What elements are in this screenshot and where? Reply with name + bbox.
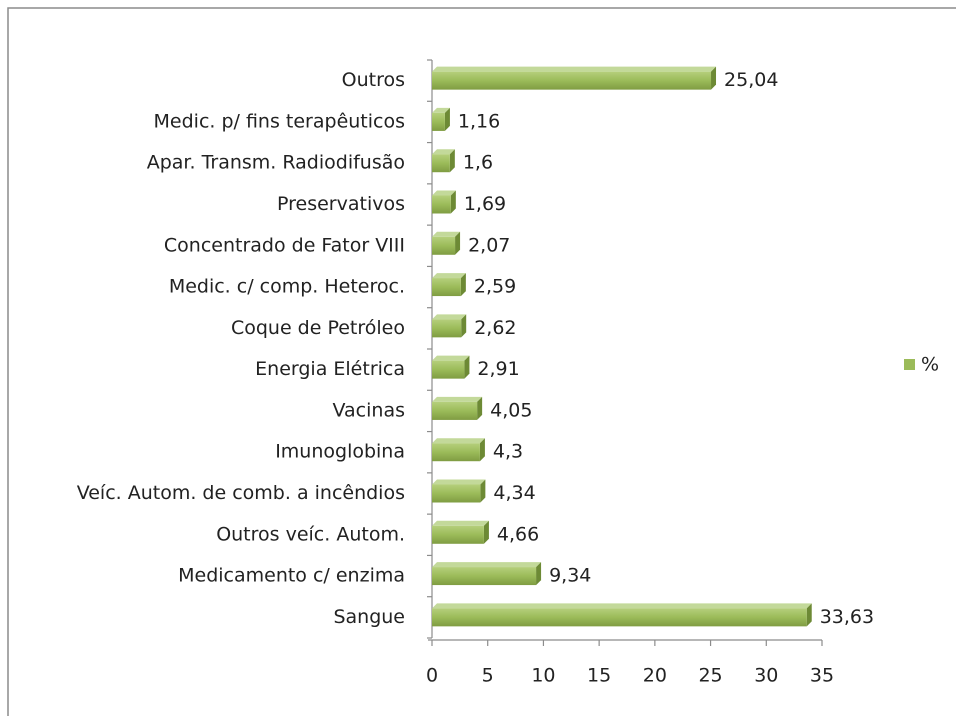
value-label: 4,66 bbox=[497, 523, 539, 545]
bar bbox=[432, 567, 537, 586]
y-tick-label: Medic. c/ comp. Heteroc. bbox=[169, 276, 405, 298]
bar bbox=[432, 278, 461, 297]
bar-top bbox=[432, 479, 486, 485]
y-tick-label: Veíc. Autom. de comb. a incêndios bbox=[77, 482, 405, 504]
y-tick-label: Medic. p/ fins terapêuticos bbox=[154, 110, 405, 132]
x-tick-label: 35 bbox=[810, 665, 834, 687]
value-label: 1,6 bbox=[463, 152, 493, 174]
bar-top bbox=[432, 520, 489, 526]
bar bbox=[432, 525, 484, 544]
value-label: 4,34 bbox=[493, 482, 535, 504]
y-tick-label: Energia Elétrica bbox=[255, 358, 405, 380]
bar-side bbox=[480, 479, 486, 503]
bar-side bbox=[461, 314, 467, 338]
bar-side bbox=[450, 190, 456, 214]
legend-swatch bbox=[904, 359, 915, 370]
bar bbox=[432, 154, 450, 173]
value-label: 25,04 bbox=[724, 69, 778, 91]
bar-side bbox=[464, 355, 470, 379]
x-tick-label: 0 bbox=[426, 665, 438, 687]
bar-top bbox=[432, 396, 483, 402]
bar-top bbox=[432, 190, 456, 196]
y-tick-label: Coque de Petróleo bbox=[231, 317, 405, 339]
bar bbox=[432, 71, 712, 90]
bar-side bbox=[444, 107, 450, 131]
bar bbox=[432, 484, 481, 503]
bar-top bbox=[432, 562, 542, 568]
y-tick-label: Outros bbox=[342, 69, 405, 91]
bar bbox=[432, 401, 478, 420]
x-tick-label: 30 bbox=[754, 665, 778, 687]
value-label: 2,91 bbox=[477, 358, 519, 380]
y-tick-label: Medicamento c/ enzima bbox=[178, 565, 405, 587]
bar-side bbox=[455, 231, 461, 255]
bar-top bbox=[432, 438, 485, 444]
bar-top bbox=[432, 66, 717, 72]
chart-border bbox=[7, 7, 956, 716]
bar-side bbox=[460, 273, 466, 297]
bar bbox=[432, 236, 456, 255]
x-tick-label: 15 bbox=[587, 665, 611, 687]
bar-top bbox=[432, 149, 455, 155]
value-label: 2,07 bbox=[468, 234, 510, 256]
value-label: 33,63 bbox=[820, 606, 874, 628]
y-tick-label: Preservativos bbox=[277, 193, 405, 215]
value-label: 1,16 bbox=[458, 110, 500, 132]
value-label: 1,69 bbox=[464, 193, 506, 215]
x-tick-label: 10 bbox=[531, 665, 555, 687]
x-tick-label: 25 bbox=[698, 665, 722, 687]
bar bbox=[432, 112, 445, 131]
bar-side bbox=[711, 66, 717, 90]
y-tick-label: Outros veíc. Autom. bbox=[216, 523, 405, 545]
bar bbox=[432, 319, 462, 338]
bar-side bbox=[477, 396, 483, 420]
y-tick-label: Apar. Transm. Radiodifusão bbox=[147, 152, 405, 174]
legend-label: % bbox=[921, 354, 939, 376]
bar-side bbox=[449, 149, 455, 173]
bar bbox=[432, 608, 807, 627]
bar-top bbox=[432, 231, 461, 237]
value-label: 4,05 bbox=[490, 399, 532, 421]
bar-top bbox=[432, 273, 466, 279]
value-label: 2,59 bbox=[474, 276, 516, 298]
bar-side bbox=[806, 603, 812, 627]
bar-side bbox=[536, 562, 542, 586]
value-label: 2,62 bbox=[474, 317, 516, 339]
y-tick-label: Imunoglobina bbox=[275, 441, 405, 463]
bar-top bbox=[432, 355, 470, 361]
bar-top bbox=[432, 107, 450, 113]
bar bbox=[432, 443, 480, 462]
value-label: 9,34 bbox=[549, 565, 591, 587]
bar-top bbox=[432, 314, 467, 320]
x-tick-label: 5 bbox=[482, 665, 494, 687]
bar bbox=[432, 360, 465, 379]
bar-side bbox=[483, 520, 489, 544]
bar-side bbox=[479, 438, 485, 462]
y-tick-label: Concentrado de Fator VIII bbox=[164, 234, 405, 256]
bar-top bbox=[432, 603, 812, 609]
y-tick-label: Vacinas bbox=[333, 399, 405, 421]
bar bbox=[432, 195, 451, 214]
x-tick-label: 20 bbox=[643, 665, 667, 687]
value-label: 4,3 bbox=[493, 441, 523, 463]
y-tick-label: Sangue bbox=[333, 606, 405, 628]
